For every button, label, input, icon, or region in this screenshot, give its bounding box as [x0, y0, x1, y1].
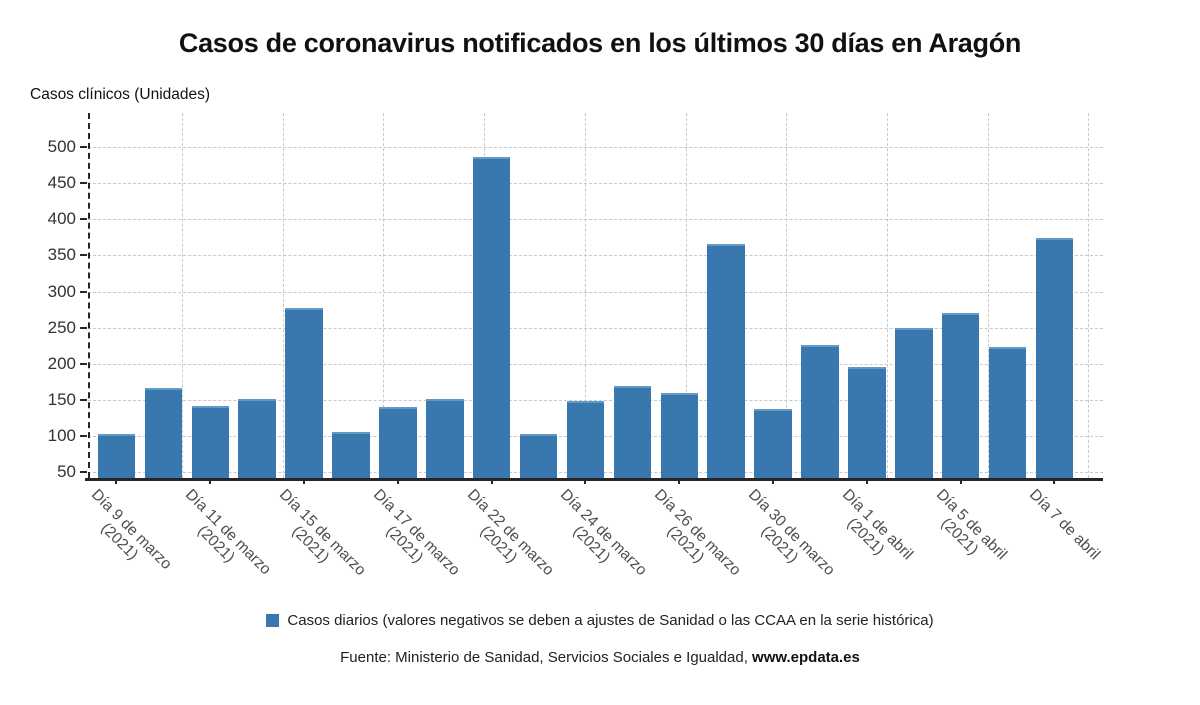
- x-axis-label: Día 26 de marzo (2021): [639, 486, 744, 591]
- x-axis-label: Día 7 de abril: [1026, 486, 1103, 563]
- y-tick-mark: [80, 254, 87, 257]
- y-axis-tick-label: 450: [47, 173, 76, 193]
- y-gridline: [88, 147, 1103, 149]
- legend-swatch: [266, 614, 280, 627]
- bar: [941, 312, 980, 478]
- bar: [566, 400, 605, 478]
- x-label-day: Día 7 de abril: [1026, 486, 1104, 564]
- x-tick-mark: [865, 479, 868, 484]
- y-tick-mark: [80, 326, 87, 329]
- bar: [144, 387, 183, 478]
- y-tick-mark: [80, 398, 87, 401]
- y-gridline: [88, 255, 1103, 257]
- source-line: Fuente: Ministerio de Sanidad, Servicios…: [0, 649, 1200, 666]
- bar: [332, 432, 370, 478]
- y-axis-tick-label: 500: [47, 137, 76, 157]
- x-axis-label: Día 17 de marzo (2021): [358, 486, 463, 591]
- x-axis-label: Día 9 de marzo (2021): [76, 486, 175, 585]
- y-axis-unit-label: Casos clínicos (Unidades): [30, 86, 211, 103]
- y-gridline: [88, 291, 1103, 293]
- bar: [472, 157, 511, 478]
- x-tick-mark: [209, 479, 212, 484]
- y-axis-line: [88, 113, 90, 478]
- y-axis-tick-label: 50: [57, 462, 76, 482]
- x-tick-mark: [490, 479, 493, 484]
- x-gridline: [182, 113, 183, 478]
- x-tick-mark: [396, 479, 399, 484]
- x-tick-mark: [678, 479, 681, 484]
- y-gridline: [88, 399, 1103, 401]
- x-axis-label: Día 11 de marzo (2021): [170, 486, 274, 590]
- bar: [613, 385, 652, 478]
- x-tick-mark: [772, 479, 775, 484]
- bar: [660, 392, 698, 478]
- x-gridline: [584, 113, 586, 478]
- y-axis-tick-label: 250: [47, 317, 76, 337]
- y-tick-mark: [80, 471, 87, 474]
- y-gridline: [88, 183, 1103, 185]
- x-gridline: [1088, 113, 1090, 478]
- x-tick-mark: [959, 479, 962, 484]
- y-axis-tick-label: 300: [47, 281, 76, 301]
- y-tick-mark: [80, 182, 87, 185]
- y-tick-mark: [80, 435, 87, 438]
- x-tick-mark: [1053, 479, 1056, 484]
- y-axis-tick-label: 150: [47, 389, 76, 409]
- bar: [191, 405, 229, 478]
- y-gridline: [88, 219, 1103, 221]
- x-axis-label: Día 1 de abril (2021): [827, 486, 916, 575]
- x-gridline: [886, 113, 888, 478]
- x-tick-mark: [115, 479, 118, 484]
- bar: [426, 398, 464, 478]
- x-tick-mark: [303, 479, 306, 484]
- source-text: Fuente: Ministerio de Sanidad, Servicios…: [340, 649, 753, 666]
- x-axis-label: Día 30 de marzo (2021): [733, 486, 838, 591]
- y-axis-tick-label: 200: [47, 353, 76, 373]
- y-axis-tick-label: 100: [47, 426, 76, 446]
- x-axis-label: Día 5 de abril (2021): [921, 486, 1010, 575]
- y-axis-tick-label: 400: [47, 209, 76, 229]
- x-axis-label: Día 22 de marzo (2021): [452, 486, 557, 591]
- bar: [848, 367, 886, 478]
- y-tick-mark: [80, 218, 87, 221]
- bar: [285, 308, 323, 478]
- legend-label: Casos diarios (valores negativos se debe…: [287, 612, 934, 629]
- bar: [988, 346, 1027, 478]
- y-tick-mark: [80, 290, 87, 293]
- bar: [754, 409, 792, 478]
- y-gridline: [88, 363, 1103, 365]
- bar: [519, 433, 558, 478]
- x-tick-mark: [584, 479, 587, 484]
- y-tick-mark: [80, 146, 87, 149]
- bar: [379, 407, 417, 478]
- x-axis-line: [85, 478, 1103, 481]
- y-axis-tick-label: 350: [47, 245, 76, 265]
- x-gridline: [383, 113, 385, 478]
- x-gridline: [987, 113, 989, 478]
- bar: [1035, 238, 1074, 478]
- bar: [97, 433, 136, 478]
- x-gridline: [282, 113, 284, 478]
- x-gridline: [685, 113, 687, 478]
- bar: [238, 399, 276, 478]
- x-axis-label: Día 15 de marzo (2021): [264, 486, 369, 591]
- x-axis-label: Día 24 de marzo (2021): [545, 486, 650, 591]
- y-gridline: [88, 327, 1103, 329]
- bar: [801, 345, 839, 478]
- legend: Casos diarios (valores negativos se debe…: [0, 612, 1200, 629]
- x-gridline: [786, 113, 788, 478]
- chart-title: Casos de coronavirus notificados en los …: [178, 28, 1022, 58]
- y-tick-mark: [80, 362, 87, 365]
- source-link[interactable]: www.epdata.es: [752, 649, 860, 666]
- bar: [707, 243, 745, 478]
- bar: [895, 328, 933, 478]
